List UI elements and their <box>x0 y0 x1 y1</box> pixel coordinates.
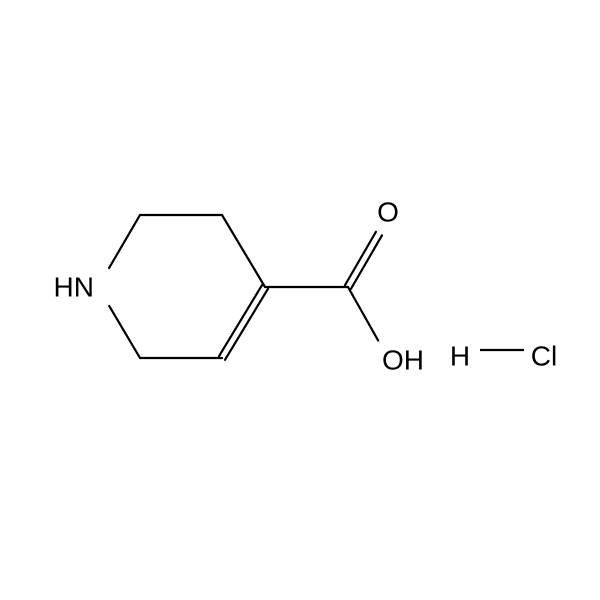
hcl-h: H <box>450 340 470 371</box>
molecule-canvas: HN O OH H Cl <box>0 0 600 600</box>
atom-label-oh: OH <box>382 344 424 375</box>
bond <box>109 306 140 358</box>
bond <box>219 285 268 360</box>
atom-label-hn: HN <box>54 271 94 302</box>
bond <box>345 232 382 289</box>
bond <box>348 287 378 341</box>
atom-label-o: O <box>377 196 399 227</box>
bond <box>109 215 140 268</box>
bond <box>222 215 265 287</box>
hcl-cl: Cl <box>531 340 557 371</box>
